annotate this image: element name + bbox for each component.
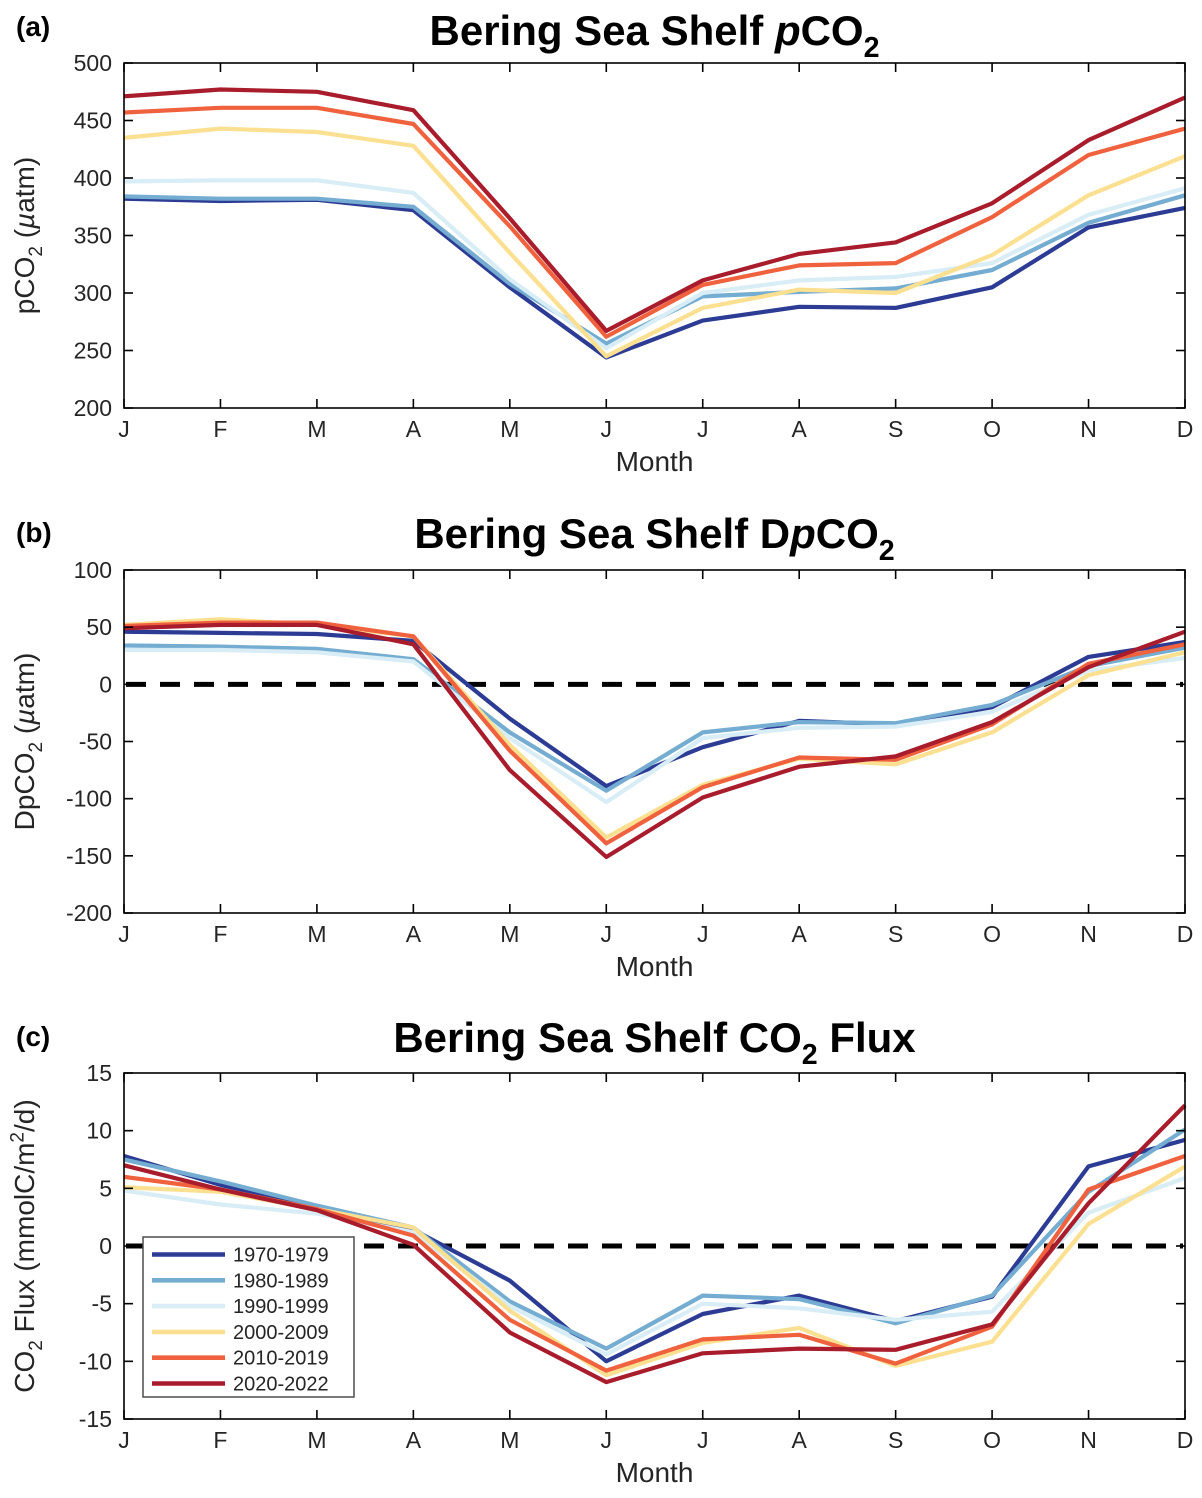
y-axis-label: DpCO2 (µatm) <box>9 653 47 831</box>
series-line-1990-1999 <box>123 1176 1186 1357</box>
y-tick-label: -200 <box>66 900 112 926</box>
x-tick-label: J <box>697 416 709 442</box>
x-axis-label: Month <box>616 446 694 477</box>
panel-a: (a) Bering Sea Shelf pCO2 200 250 300 350 400 4… <box>9 7 1193 477</box>
panel-title: Bering Sea Shelf DpCO2 <box>414 510 894 567</box>
y-tick-label: -150 <box>66 843 112 869</box>
y-tick-label: 350 <box>74 223 112 249</box>
y-tick-label: 0 <box>99 671 112 697</box>
x-tick-label: M <box>500 416 519 442</box>
x-tick-label: M <box>307 921 326 947</box>
y-tick-label: 15 <box>86 1060 112 1086</box>
panel-letter: (a) <box>16 11 50 42</box>
x-tick-label: J <box>118 1427 130 1453</box>
x-tick-label: M <box>500 1427 519 1453</box>
y-tick-label: 300 <box>74 280 112 306</box>
legend-label-2000-2009: 2000-2009 <box>233 1322 329 1344</box>
x-tick-label: O <box>983 1427 1001 1453</box>
legend-label-1970-1979: 1970-1979 <box>233 1245 329 1267</box>
x-tick-label: A <box>406 416 422 442</box>
x-tick-label: F <box>213 1427 227 1453</box>
legend-label-2010-2019: 2010-2019 <box>233 1348 329 1370</box>
y-tick-label: 250 <box>74 338 112 364</box>
panel-b: (b) Bering Sea Shelf DpCO2 -200 -150 -100 -50… <box>9 510 1193 982</box>
x-tick-label: D <box>1177 921 1194 947</box>
x-tick-label: N <box>1080 921 1097 947</box>
panel-title: Bering Sea Shelf pCO2 <box>430 7 880 64</box>
x-tick-label: J <box>697 921 709 947</box>
x-tick-label: S <box>888 921 903 947</box>
series-line-1990-1999 <box>123 178 1186 351</box>
y-tick-label: -50 <box>79 729 112 755</box>
x-tick-label: F <box>213 416 227 442</box>
legend-label-1990-1999: 1990-1999 <box>233 1296 329 1318</box>
y-tick-label: 100 <box>74 557 112 583</box>
panel-title: Bering Sea Shelf CO2 Flux <box>393 1014 916 1071</box>
series-line-2000-2009 <box>123 126 1186 359</box>
x-tick-label: A <box>406 921 422 947</box>
series-line-1980-1989 <box>123 643 1186 793</box>
series-line-2010-2019 <box>123 105 1186 339</box>
y-tick-label: -100 <box>66 786 112 812</box>
y-tick-label: 50 <box>86 614 112 640</box>
y-tick-label: 10 <box>86 1118 112 1144</box>
series-line-2020-2022 <box>123 87 1186 333</box>
y-tick-label: -5 <box>92 1291 112 1317</box>
x-tick-label: A <box>792 1427 808 1453</box>
series-line-1980-1989 <box>123 1127 1187 1351</box>
y-tick-label: 200 <box>74 395 112 421</box>
x-tick-label: S <box>888 416 903 442</box>
x-tick-label: F <box>213 921 227 947</box>
y-tick-label: -15 <box>79 1406 112 1432</box>
series-line-1990-1999 <box>124 647 1186 805</box>
x-tick-label: A <box>792 416 808 442</box>
y-tick-label: 0 <box>99 1233 112 1259</box>
y-tick-label: 450 <box>74 108 112 134</box>
x-tick-label: J <box>118 921 130 947</box>
legend-label-1980-1989: 1980-1989 <box>233 1270 329 1292</box>
x-tick-label: O <box>983 416 1001 442</box>
x-tick-label: A <box>792 921 808 947</box>
x-tick-label: O <box>983 921 1001 947</box>
y-axis-label: CO2 Flux (mmolC/m2/d) <box>7 1099 46 1392</box>
x-tick-label: N <box>1080 1427 1097 1453</box>
x-axis-label: Month <box>616 1457 694 1488</box>
x-tick-label: M <box>307 416 326 442</box>
y-tick-label: 400 <box>74 165 112 191</box>
y-axis-label: pCO2 (µatm) <box>9 157 47 314</box>
panel-c: (c) Bering Sea Shelf CO2 Flux -15 -10 -5 0 5 10… <box>7 1014 1193 1488</box>
y-tick-label: -10 <box>79 1348 112 1374</box>
x-tick-label: D <box>1177 416 1194 442</box>
legend-label-2020-2022: 2020-2022 <box>233 1374 329 1396</box>
legend: 1970-1979 1980-1989 1990-1999 2000-2009 2010… <box>142 1236 355 1398</box>
x-tick-label: J <box>697 1427 709 1453</box>
y-tick-label: 500 <box>74 50 112 76</box>
x-tick-label: J <box>118 416 130 442</box>
x-tick-label: D <box>1177 1427 1194 1453</box>
series-line-2020-2022 <box>123 1103 1187 1385</box>
x-tick-label: M <box>307 1427 326 1453</box>
panel-letter: (b) <box>16 517 52 548</box>
x-tick-label: J <box>601 921 613 947</box>
x-axis-label: Month <box>616 951 694 982</box>
x-tick-label: J <box>601 1427 613 1453</box>
x-tick-label: N <box>1080 416 1097 442</box>
series-line-2020-2022 <box>123 622 1186 860</box>
x-tick-label: J <box>601 416 613 442</box>
y-tick-label: 5 <box>99 1175 112 1201</box>
x-tick-label: S <box>888 1427 903 1453</box>
panel-letter: (c) <box>16 1021 50 1052</box>
x-tick-label: A <box>406 1427 422 1453</box>
x-tick-label: M <box>500 921 519 947</box>
legend-box <box>142 1236 355 1398</box>
